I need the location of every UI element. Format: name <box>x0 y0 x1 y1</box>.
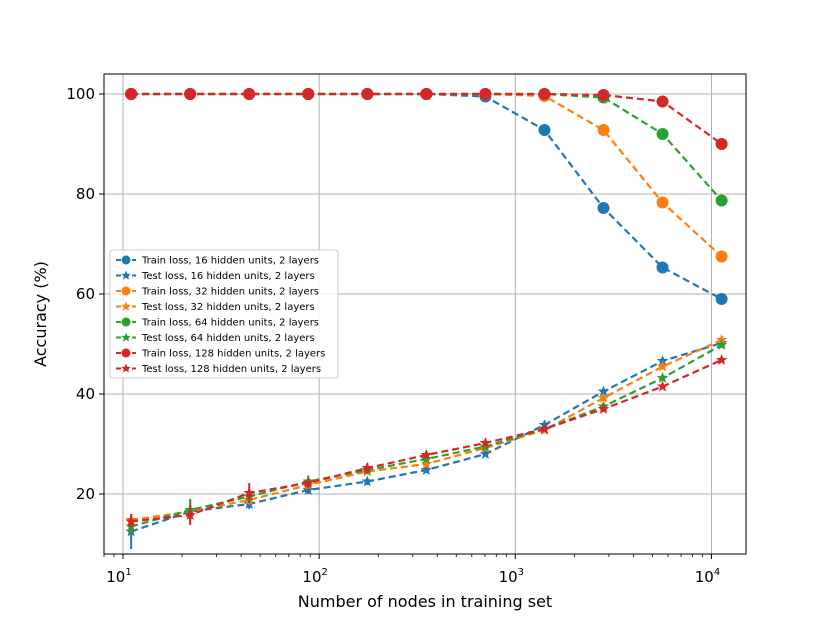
data-point <box>656 261 669 274</box>
y-tick-label: 100 <box>66 85 95 103</box>
data-point <box>184 509 196 520</box>
legend-marker <box>121 301 131 311</box>
data-point <box>538 88 551 100</box>
data-point <box>715 138 728 150</box>
legend-box <box>109 249 339 379</box>
x-tick-label: 104 <box>695 567 720 586</box>
x-tick-label: 101 <box>106 567 131 586</box>
data-point <box>420 88 433 100</box>
legend-item: Train loss, 16 hidden units, 2 layers <box>116 255 319 267</box>
data-point <box>125 515 137 527</box>
legend-label: Train loss, 16 hidden units, 2 layers <box>141 256 319 267</box>
y-tick-label: 40 <box>76 385 95 403</box>
y-tick-label: 80 <box>76 185 95 203</box>
series-layer <box>125 88 728 549</box>
data-point <box>420 449 433 460</box>
data-point <box>656 196 669 209</box>
legend-label: Test loss, 16 hidden units, 2 layers <box>141 271 315 282</box>
data-point <box>715 293 728 305</box>
data-point <box>302 484 314 495</box>
legend: Train loss, 16 hidden units, 2 layers Tes… <box>109 249 339 379</box>
data-point <box>420 453 433 464</box>
data-point <box>597 202 610 214</box>
data-point <box>715 339 728 350</box>
x-tick-label: 103 <box>499 567 524 586</box>
legend-marker <box>121 286 131 296</box>
data-point <box>361 88 374 100</box>
data-point <box>715 250 728 263</box>
series-8 <box>125 354 728 529</box>
legend-label: Train loss, 128 hidden units, 2 layers <box>141 349 325 360</box>
legend-item: Train loss, 128 hidden units, 2 layers <box>116 348 325 360</box>
legend-marker <box>121 255 131 265</box>
data-point <box>243 487 255 498</box>
data-point <box>715 354 728 365</box>
data-point <box>715 194 728 207</box>
series-7 <box>125 88 728 150</box>
legend-label: Train loss, 32 hidden units, 2 layers <box>141 287 319 298</box>
data-point <box>302 88 315 100</box>
data-point <box>597 89 610 101</box>
y-tick-label: 60 <box>76 285 95 303</box>
data-point <box>597 124 610 136</box>
legend-item: Test loss, 64 hidden units, 2 layers <box>116 332 315 344</box>
plot-frame <box>103 73 747 555</box>
data-point <box>420 464 433 475</box>
data-point <box>656 355 669 366</box>
data-point <box>656 95 669 108</box>
data-point <box>597 385 610 397</box>
data-point <box>243 88 256 100</box>
data-point <box>656 360 669 372</box>
data-point <box>479 437 492 448</box>
data-point <box>302 477 314 488</box>
legend-label: Test loss, 64 hidden units, 2 layers <box>141 333 315 344</box>
legend-marker <box>121 317 131 327</box>
data-point <box>656 128 669 140</box>
x-tick-label: 102 <box>302 567 327 586</box>
data-point <box>538 423 551 434</box>
data-point <box>420 458 433 469</box>
data-point <box>361 462 374 473</box>
legend-marker <box>121 363 131 373</box>
data-point <box>184 88 197 100</box>
legend-item: Train loss, 32 hidden units, 2 layers <box>116 286 319 298</box>
series-line <box>131 92 723 258</box>
legend-marker <box>121 332 131 342</box>
legend-marker <box>121 270 131 280</box>
data-point <box>361 475 374 487</box>
data-point <box>656 372 669 383</box>
legend-item: Test loss, 128 hidden units, 2 layers <box>116 363 321 375</box>
legend-marker <box>121 348 131 358</box>
data-point <box>479 440 492 452</box>
data-point <box>479 88 492 100</box>
data-point <box>656 380 669 392</box>
legend-item: Train loss, 64 hidden units, 2 layers <box>116 317 319 329</box>
data-point <box>538 124 551 136</box>
legend-item: Test loss, 16 hidden units, 2 layers <box>116 270 315 282</box>
legend-label: Train loss, 64 hidden units, 2 layers <box>141 318 319 329</box>
data-point <box>125 88 138 100</box>
legend-label: Test loss, 128 hidden units, 2 layers <box>141 364 321 375</box>
x-axis-label: Number of nodes in training set <box>298 592 552 611</box>
y-axis-label: Accuracy (%) <box>31 261 50 367</box>
series-line <box>131 92 723 202</box>
legend-item: Test loss, 32 hidden units, 2 layers <box>116 301 315 313</box>
data-point <box>597 392 610 403</box>
legend-label: Test loss, 32 hidden units, 2 layers <box>141 302 315 313</box>
data-point <box>479 448 492 459</box>
data-point <box>597 403 610 414</box>
y-tick-label: 20 <box>76 485 95 503</box>
axis-ticks: 101 102 103 104 20 40 60 80 100 <box>66 85 720 586</box>
